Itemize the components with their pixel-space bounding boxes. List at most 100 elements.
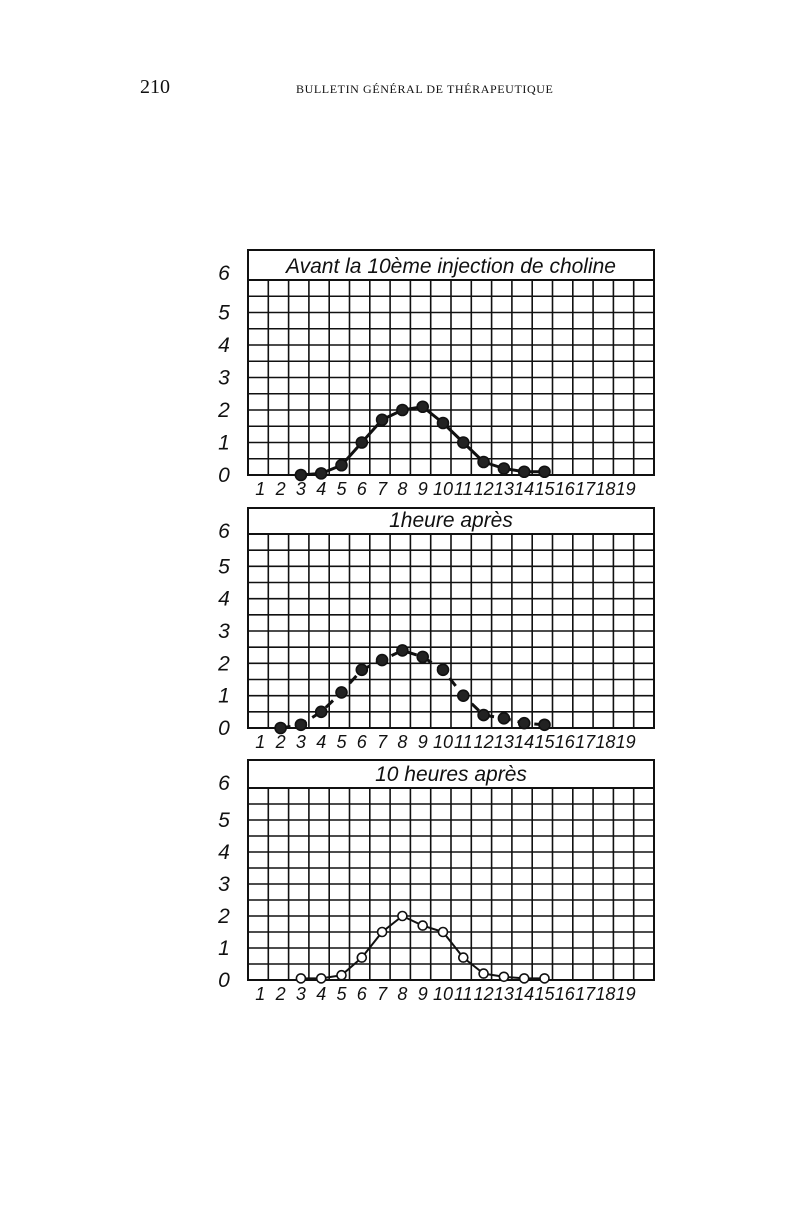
x-tick-label: 10 (433, 732, 453, 752)
x-tick-label: 5 (336, 479, 347, 499)
data-point (477, 455, 490, 469)
data-point (538, 465, 551, 479)
data-point (416, 650, 430, 664)
data-point (355, 663, 369, 677)
x-tick-label: 17 (575, 984, 596, 1004)
x-tick-label: 9 (418, 479, 428, 499)
x-tick-label: 19 (616, 732, 636, 752)
data-point (396, 644, 409, 657)
data-point (315, 973, 327, 984)
x-tick-label: 4 (316, 984, 326, 1004)
data-point (436, 663, 450, 677)
data-point (355, 436, 369, 449)
data-point (417, 920, 429, 931)
x-tick-label: 2 (275, 732, 286, 752)
data-point (518, 973, 530, 984)
x-tick-label: 19 (616, 984, 636, 1004)
x-tick-label: 12 (474, 984, 494, 1004)
x-tick-label: 7 (377, 732, 388, 752)
x-tick-label: 8 (397, 984, 407, 1004)
x-tick-label: 16 (555, 732, 576, 752)
data-point (456, 689, 470, 702)
x-tick-label: 16 (555, 479, 576, 499)
x-tick-label: 7 (377, 984, 388, 1004)
data-point (336, 969, 347, 981)
data-point (376, 926, 388, 938)
x-tick-label: 8 (397, 732, 407, 752)
data-point (314, 467, 328, 480)
data-point (314, 705, 328, 719)
data-point (396, 403, 409, 417)
data-point (478, 968, 489, 979)
y-tick-label: 6 (218, 520, 230, 543)
x-tick-label: 1 (255, 732, 265, 752)
data-point (538, 718, 551, 732)
data-point (539, 973, 550, 984)
chart-title: Avant la 10ème injection de choline (284, 255, 616, 278)
x-tick-label: 7 (377, 479, 388, 499)
chart-panel: Avant la 10ème injection de choline01234… (217, 249, 655, 499)
data-point (294, 468, 308, 482)
x-tick-label: 14 (514, 479, 534, 499)
x-tick-label: 17 (575, 732, 596, 752)
data-point (497, 711, 511, 725)
data-point (437, 926, 449, 938)
y-tick-label: 0 (218, 464, 230, 487)
x-tick-label: 2 (275, 984, 286, 1004)
x-tick-label: 1 (255, 984, 265, 1004)
y-tick-label: 1 (218, 685, 230, 708)
x-tick-label: 12 (474, 732, 494, 752)
data-point (477, 708, 490, 722)
x-tick-label: 3 (296, 732, 306, 752)
chart-title: 10 heures après (375, 763, 527, 786)
data-point (517, 716, 531, 730)
page-number: 210 (140, 76, 170, 98)
y-tick-label: 4 (218, 334, 230, 357)
x-tick-label: 6 (357, 732, 368, 752)
x-tick-label: 18 (595, 984, 615, 1004)
data-point (497, 462, 511, 475)
x-tick-label: 13 (494, 479, 514, 499)
data-point (356, 952, 368, 963)
data-point (397, 910, 408, 922)
y-tick-label: 5 (218, 555, 230, 578)
y-tick-label: 6 (218, 772, 230, 795)
x-tick-label: 15 (534, 984, 555, 1004)
x-tick-label: 5 (336, 732, 347, 752)
data-point (335, 686, 348, 699)
x-tick-label: 5 (336, 984, 347, 1004)
y-tick-label: 1 (218, 937, 230, 960)
y-tick-label: 5 (218, 302, 230, 325)
x-tick-label: 13 (494, 732, 514, 752)
y-tick-label: 3 (218, 873, 230, 896)
y-tick-label: 2 (217, 399, 230, 422)
running-title: BULLETIN GÉNÉRAL DE THÉRAPEUTIQUE (296, 82, 554, 96)
x-tick-label: 10 (433, 984, 453, 1004)
y-tick-label: 0 (218, 969, 230, 992)
data-point (295, 973, 307, 984)
data-point (294, 718, 308, 732)
x-tick-label: 15 (534, 479, 555, 499)
page-header: 210 BULLETIN GÉNÉRAL DE THÉRAPEUTIQUE (0, 72, 800, 108)
data-point (457, 952, 469, 963)
y-tick-label: 0 (218, 717, 230, 740)
y-tick-label: 2 (217, 652, 230, 675)
y-tick-label: 1 (218, 432, 230, 455)
x-tick-label: 18 (595, 732, 615, 752)
chart-title: 1heure après (389, 509, 513, 532)
y-tick-label: 3 (218, 620, 230, 643)
x-tick-label: 6 (357, 984, 368, 1004)
x-tick-label: 14 (514, 984, 534, 1004)
x-tick-label: 4 (316, 732, 326, 752)
x-tick-label: 1 (255, 479, 265, 499)
x-tick-label: 11 (454, 732, 473, 752)
x-tick-label: 16 (555, 984, 576, 1004)
x-tick-label: 13 (494, 984, 514, 1004)
data-point (375, 413, 389, 427)
x-tick-label: 9 (418, 732, 428, 752)
x-tick-label: 11 (454, 479, 473, 499)
y-tick-label: 5 (218, 809, 230, 832)
x-tick-label: 11 (454, 984, 473, 1004)
